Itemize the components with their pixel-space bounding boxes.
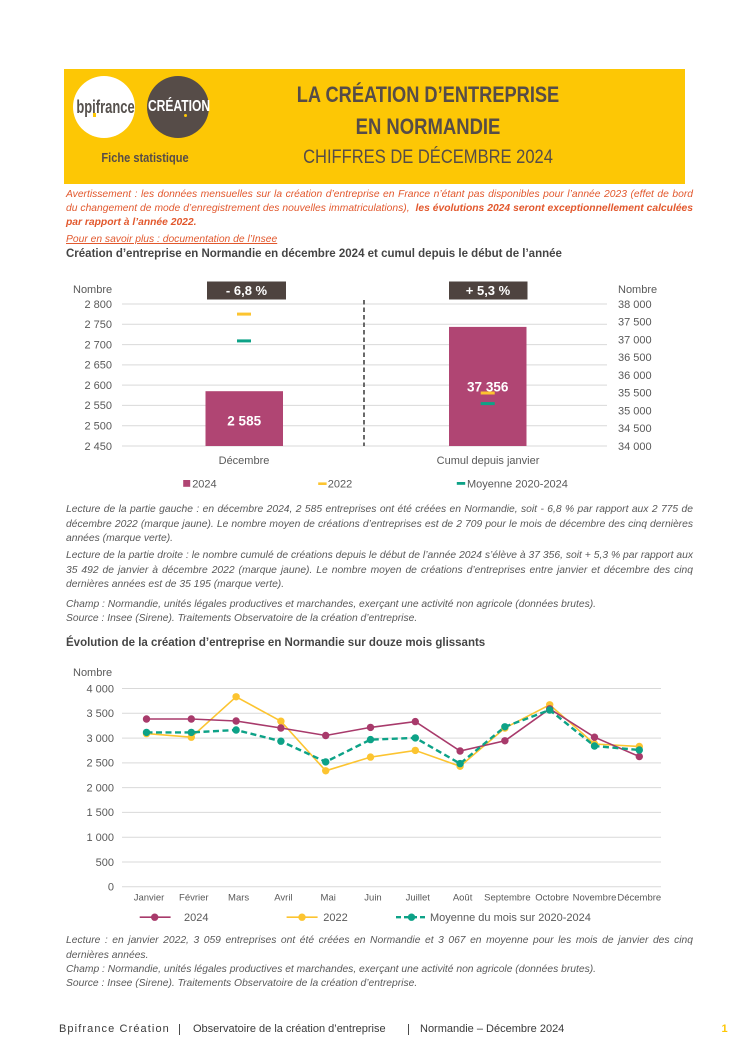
svg-text:2 000: 2 000: [86, 782, 114, 794]
svg-text:2022: 2022: [328, 478, 352, 490]
svg-text:Moyenne 2020-2024: Moyenne 2020-2024: [467, 478, 568, 490]
svg-text:2 500: 2 500: [84, 421, 112, 433]
svg-text:37 356: 37 356: [467, 380, 509, 395]
svg-text:Octobre: Octobre: [535, 893, 569, 904]
svg-text:Mai: Mai: [321, 893, 336, 904]
svg-text:2 500: 2 500: [86, 758, 114, 770]
svg-text:Janvier: Janvier: [134, 893, 165, 904]
svg-text:Juillet: Juillet: [406, 893, 431, 904]
svg-text:Décembre: Décembre: [617, 893, 661, 904]
svg-text:34 000: 34 000: [618, 441, 652, 453]
svg-text:1 000: 1 000: [86, 832, 114, 844]
svg-text:Février: Février: [179, 893, 209, 904]
svg-text:500: 500: [96, 857, 114, 869]
svg-text:0: 0: [108, 882, 114, 894]
svg-text:3 500: 3 500: [86, 708, 114, 720]
svg-text:3 000: 3 000: [86, 733, 114, 745]
svg-text:2024: 2024: [192, 478, 216, 490]
svg-text:Novembre: Novembre: [573, 893, 617, 904]
svg-text:35 000: 35 000: [618, 405, 652, 417]
svg-text:4 000: 4 000: [86, 683, 114, 695]
svg-text:1 500: 1 500: [86, 807, 114, 819]
svg-text:2 700: 2 700: [84, 339, 112, 351]
svg-text:36 500: 36 500: [618, 352, 652, 364]
svg-text:- 6,8 %: - 6,8 %: [226, 283, 268, 298]
svg-text:35 500: 35 500: [618, 388, 652, 400]
svg-text:36 000: 36 000: [618, 370, 652, 382]
svg-text:2022: 2022: [323, 912, 347, 924]
svg-text:37 000: 37 000: [618, 334, 652, 346]
svg-text:2 600: 2 600: [84, 380, 112, 392]
svg-text:Nombre: Nombre: [73, 667, 112, 679]
svg-text:2 550: 2 550: [84, 400, 112, 412]
svg-text:Avril: Avril: [274, 893, 292, 904]
svg-text:2 450: 2 450: [84, 441, 112, 453]
svg-text:Nombre: Nombre: [73, 284, 112, 296]
svg-text:2024: 2024: [184, 912, 208, 924]
svg-text:+ 5,3 %: + 5,3 %: [466, 283, 511, 298]
svg-text:38 000: 38 000: [618, 299, 652, 311]
svg-text:Juin: Juin: [364, 893, 381, 904]
svg-text:Nombre: Nombre: [618, 284, 657, 296]
svg-text:Mars: Mars: [228, 893, 249, 904]
svg-text:Décembre: Décembre: [219, 455, 270, 467]
svg-text:2 650: 2 650: [84, 360, 112, 372]
svg-text:Septembre: Septembre: [484, 893, 530, 904]
svg-text:37 500: 37 500: [618, 317, 652, 329]
svg-text:2 585: 2 585: [227, 414, 261, 429]
svg-text:34 500: 34 500: [618, 423, 652, 435]
svg-text:Moyenne du mois sur 2020-2024: Moyenne du mois sur 2020-2024: [430, 912, 591, 924]
svg-text:Cumul depuis janvier: Cumul depuis janvier: [437, 455, 540, 467]
svg-text:2 800: 2 800: [84, 299, 112, 311]
svg-text:2 750: 2 750: [84, 319, 112, 331]
svg-text:Août: Août: [453, 893, 473, 904]
